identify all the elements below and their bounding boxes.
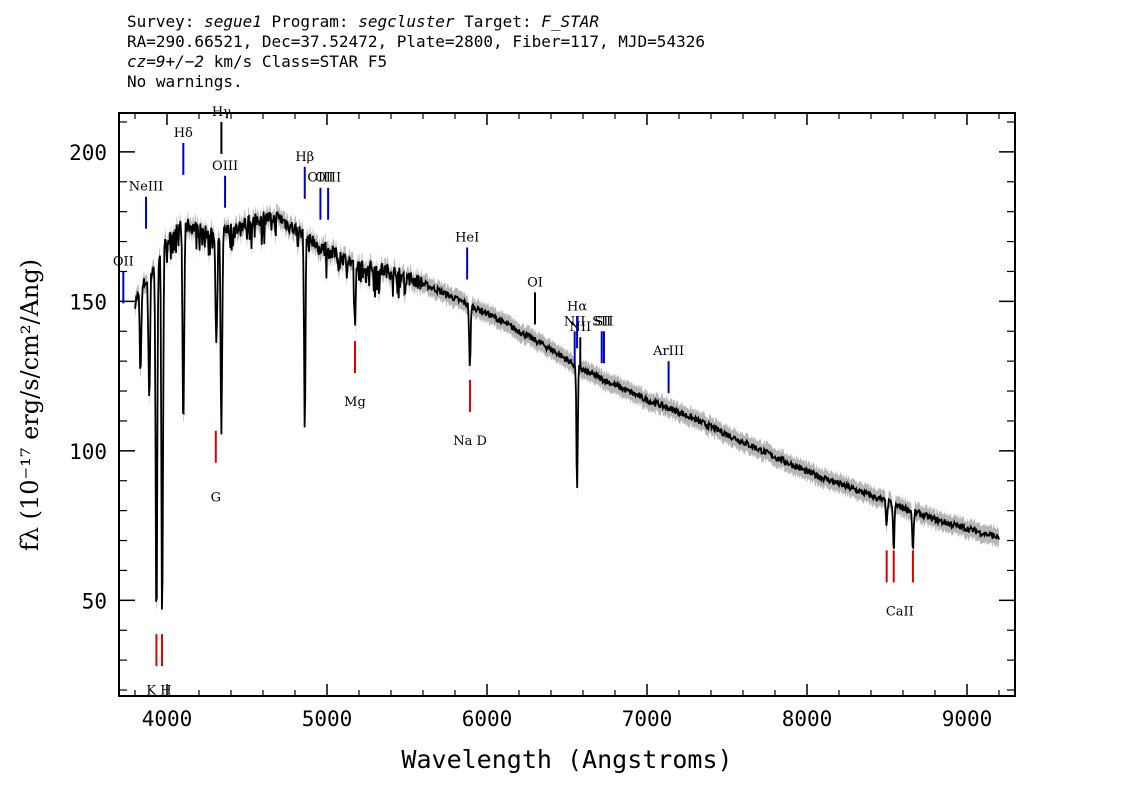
axis-ticks-layer: 4000 5000 6000 7000 8000 9000 50 100 150 200 — [69, 113, 1015, 731]
header-line-warnings: No warnings. — [127, 72, 243, 91]
spectrum-header: Survey: segue1 Program: segcluster Targe… — [127, 12, 1027, 92]
error-band — [135, 202, 999, 619]
survey-label: Survey: — [127, 12, 205, 31]
emission-marker-label: OIII — [212, 159, 238, 174]
y-tick-label: 200 — [69, 141, 107, 165]
emission-marker-label: SII — [594, 314, 613, 329]
absorption-marker-label: K H — [146, 684, 171, 699]
emission-marker-label: Hδ — [174, 126, 193, 141]
flux-series-line — [134, 211, 1000, 610]
target-value: F_STAR — [541, 12, 600, 31]
x-tick-label: 8000 — [782, 707, 833, 731]
absorption-marker-label: Mg — [344, 395, 366, 410]
header-line-coordinates: RA=290.66521, Dec=37.52472, Plate=2800, … — [127, 32, 705, 51]
emission-marker-label: OI — [527, 275, 543, 290]
x-tick-label: 5000 — [302, 707, 353, 731]
emission-marker-label: OIII — [307, 171, 333, 186]
class-value: km/s Class=STAR F5 — [204, 52, 388, 71]
program-label: Program: — [261, 12, 359, 31]
emission-marker-label: SII — [592, 314, 611, 329]
y-tick-label: 50 — [82, 589, 107, 613]
y-axis-label: fλ (10⁻¹⁷ erg/s/cm²/Ang) — [16, 258, 44, 552]
absorption-marker-label: Na D — [453, 434, 487, 449]
emission-marker-label: Hβ — [295, 150, 314, 165]
absorption-marker-label: G — [211, 491, 221, 506]
absorption-marker-label: CaII — [886, 604, 914, 619]
emission-marker-label: NII — [569, 320, 591, 335]
x-axis-label-wrap: Wavelength (Angstroms) — [0, 745, 1134, 774]
redshift-value: cz=9+/−2 — [127, 52, 205, 71]
plot-frame — [118, 112, 1016, 697]
flux-layer — [134, 211, 1000, 610]
emission-marker-label: Hα — [567, 299, 587, 314]
target-label: Target: — [454, 12, 542, 31]
survey-value: segue1 — [204, 12, 262, 31]
x-tick-label: 4000 — [142, 707, 193, 731]
y-tick-label: 150 — [69, 290, 107, 314]
error-band-layer — [135, 202, 999, 619]
header-line-redshift: cz=9+/−2 km/s Class=STAR F5 — [127, 52, 1027, 72]
emission-marker-label: HeI — [455, 231, 479, 246]
emission-marker-label: NII — [564, 314, 586, 329]
x-tick-label: 9000 — [942, 707, 993, 731]
x-tick-label: 6000 — [462, 707, 513, 731]
header-line-survey: Survey: segue1 Program: segcluster Targe… — [127, 12, 1027, 32]
emission-marker-label: OII — [113, 254, 134, 269]
emission-marker-label: ArIII — [652, 344, 684, 359]
emission-marker-label: OIII — [315, 171, 341, 186]
y-tick-label: 100 — [69, 440, 107, 464]
program-value: segcluster — [358, 12, 455, 31]
x-tick-label: 7000 — [622, 707, 673, 731]
x-axis-label: Wavelength (Angstroms) — [401, 745, 733, 774]
emission-marker-label: NeIII — [129, 180, 163, 195]
